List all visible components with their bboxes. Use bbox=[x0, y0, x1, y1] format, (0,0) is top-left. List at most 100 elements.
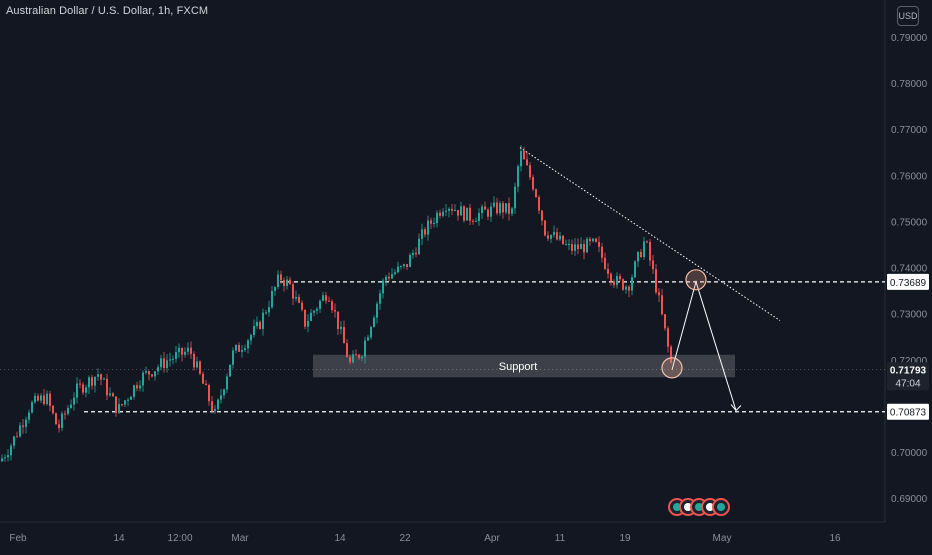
candle-body bbox=[199, 361, 201, 374]
candle-body bbox=[571, 244, 573, 251]
candle-body bbox=[163, 358, 165, 368]
candle-body bbox=[46, 393, 48, 405]
candle-body bbox=[643, 241, 645, 258]
current-price-label: 0.71793 bbox=[890, 365, 927, 376]
candle-body bbox=[409, 254, 411, 268]
candle-body bbox=[475, 220, 477, 222]
candle-body bbox=[346, 343, 348, 358]
candle-body bbox=[496, 202, 498, 214]
candle-body bbox=[76, 383, 78, 398]
candle-body bbox=[502, 203, 504, 213]
candle-body bbox=[121, 404, 123, 406]
candle-body bbox=[304, 309, 306, 327]
event-flag-icon bbox=[717, 503, 725, 511]
candle-body bbox=[406, 264, 408, 268]
current-price-tag bbox=[887, 362, 929, 391]
candle-body bbox=[490, 206, 492, 217]
candle-body bbox=[583, 243, 585, 253]
candle-body bbox=[556, 232, 558, 240]
candle-body bbox=[532, 177, 534, 190]
event-flag-icon bbox=[695, 503, 703, 511]
candle-body bbox=[232, 350, 234, 365]
candle-body bbox=[136, 385, 138, 389]
candle-body bbox=[220, 395, 222, 400]
candle-body bbox=[316, 308, 318, 311]
candle-body bbox=[436, 212, 438, 224]
x-tick-label: Mar bbox=[231, 533, 249, 544]
candle-body bbox=[634, 261, 636, 278]
candle-body bbox=[109, 393, 111, 396]
candle-body bbox=[514, 186, 516, 209]
candle-body bbox=[361, 357, 363, 359]
candle-body bbox=[196, 361, 198, 368]
candle-body bbox=[295, 296, 297, 299]
y-tick-label: 0.73000 bbox=[891, 310, 928, 321]
candle-body bbox=[13, 436, 15, 446]
candle-body bbox=[385, 276, 387, 281]
resistance-trendline[interactable] bbox=[519, 147, 781, 321]
candle-body bbox=[481, 206, 483, 214]
candle-body bbox=[511, 208, 513, 214]
level-price-label: 0.70873 bbox=[890, 408, 927, 419]
candle-body bbox=[289, 279, 291, 285]
candle-body bbox=[445, 210, 447, 212]
candle-body bbox=[58, 424, 60, 429]
candle-body bbox=[25, 419, 27, 427]
candle-body bbox=[82, 384, 84, 393]
x-tick-label: 19 bbox=[619, 533, 631, 544]
highlight-circle-high[interactable] bbox=[685, 269, 707, 291]
candle-body bbox=[559, 235, 561, 240]
candle-body bbox=[184, 351, 186, 355]
candle-body bbox=[478, 213, 480, 221]
candle-body bbox=[493, 202, 495, 207]
candle-body bbox=[661, 295, 663, 315]
candle-body bbox=[451, 208, 453, 211]
candle-body bbox=[271, 290, 273, 308]
candle-body bbox=[40, 395, 42, 401]
candle-body bbox=[19, 425, 21, 437]
candle-body bbox=[337, 311, 339, 330]
candle-body bbox=[469, 207, 471, 221]
candle-body bbox=[325, 295, 327, 301]
candle-body bbox=[97, 374, 99, 377]
x-tick-label: Feb bbox=[9, 533, 27, 544]
candle-body bbox=[127, 399, 129, 401]
currency-button[interactable]: USD bbox=[897, 6, 919, 26]
candle-body bbox=[265, 312, 267, 314]
candle-body bbox=[238, 344, 240, 352]
candle-body bbox=[175, 352, 177, 359]
x-tick-label: Apr bbox=[484, 533, 500, 544]
candle-body bbox=[592, 238, 594, 242]
candle-body bbox=[589, 238, 591, 242]
projection-arrowhead bbox=[730, 404, 742, 412]
support-zone[interactable] bbox=[313, 354, 735, 378]
candle-body bbox=[664, 314, 666, 329]
candle-body bbox=[328, 300, 330, 302]
y-tick-label: 0.79000 bbox=[891, 33, 928, 44]
candle-body bbox=[352, 354, 354, 363]
highlight-circle-low[interactable] bbox=[661, 357, 683, 379]
candle-body bbox=[598, 241, 600, 247]
candle-body bbox=[307, 320, 309, 327]
candle-body bbox=[277, 274, 279, 287]
candle-body bbox=[403, 264, 405, 266]
candle-body bbox=[292, 284, 294, 299]
candle-body bbox=[151, 374, 153, 377]
candle-body bbox=[202, 373, 204, 384]
candle-body bbox=[466, 207, 468, 221]
candle-body bbox=[538, 197, 540, 211]
candle-body bbox=[463, 206, 465, 221]
event-flag-icon bbox=[706, 503, 714, 511]
candle-body bbox=[499, 203, 501, 214]
y-tick-label: 0.76000 bbox=[891, 171, 928, 182]
projection-path[interactable] bbox=[671, 280, 737, 411]
candle-body bbox=[625, 286, 627, 290]
candle-body bbox=[28, 412, 30, 420]
candle-body bbox=[619, 276, 621, 280]
candle-body bbox=[268, 307, 270, 313]
candle-body bbox=[178, 347, 180, 353]
candle-body bbox=[22, 425, 24, 427]
candle-body bbox=[253, 326, 255, 336]
